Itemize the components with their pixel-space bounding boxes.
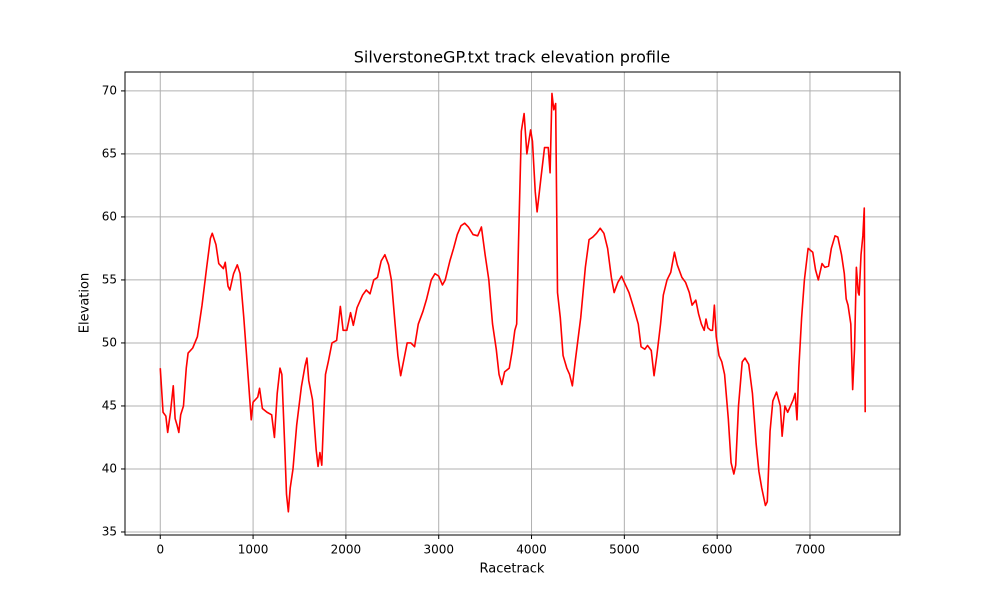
y-tick-label: 70 bbox=[102, 83, 117, 97]
y-tick-label: 50 bbox=[102, 335, 117, 349]
y-tick-label: 45 bbox=[102, 398, 117, 412]
chart-title: SilverstoneGP.txt track elevation profil… bbox=[354, 48, 671, 67]
y-tick-label: 55 bbox=[102, 272, 117, 286]
y-tick-label: 40 bbox=[102, 461, 117, 475]
y-tick-label: 60 bbox=[102, 209, 117, 223]
x-tick-label: 5000 bbox=[609, 543, 640, 557]
x-tick-label: 4000 bbox=[516, 543, 547, 557]
y-tick-label: 35 bbox=[102, 524, 117, 538]
x-tick-label: 1000 bbox=[238, 543, 269, 557]
x-axis-label: Racetrack bbox=[480, 562, 545, 577]
y-tick-label: 65 bbox=[102, 146, 117, 160]
x-tick-label: 0 bbox=[156, 543, 164, 557]
elevation-line bbox=[159, 92, 866, 513]
y-axis-label: Elevation bbox=[78, 273, 93, 333]
x-tick-label: 2000 bbox=[331, 543, 362, 557]
plot bbox=[159, 92, 866, 513]
grid: 0 1000 2000 3000 4000 5000 6000 7000 35 40 45 50 55 6… bbox=[102, 72, 900, 557]
x-tick-label: 7000 bbox=[795, 543, 826, 557]
plot-frame bbox=[124, 71, 901, 536]
x-tick-label: 3000 bbox=[423, 543, 454, 557]
x-tick-label: 6000 bbox=[702, 543, 733, 557]
